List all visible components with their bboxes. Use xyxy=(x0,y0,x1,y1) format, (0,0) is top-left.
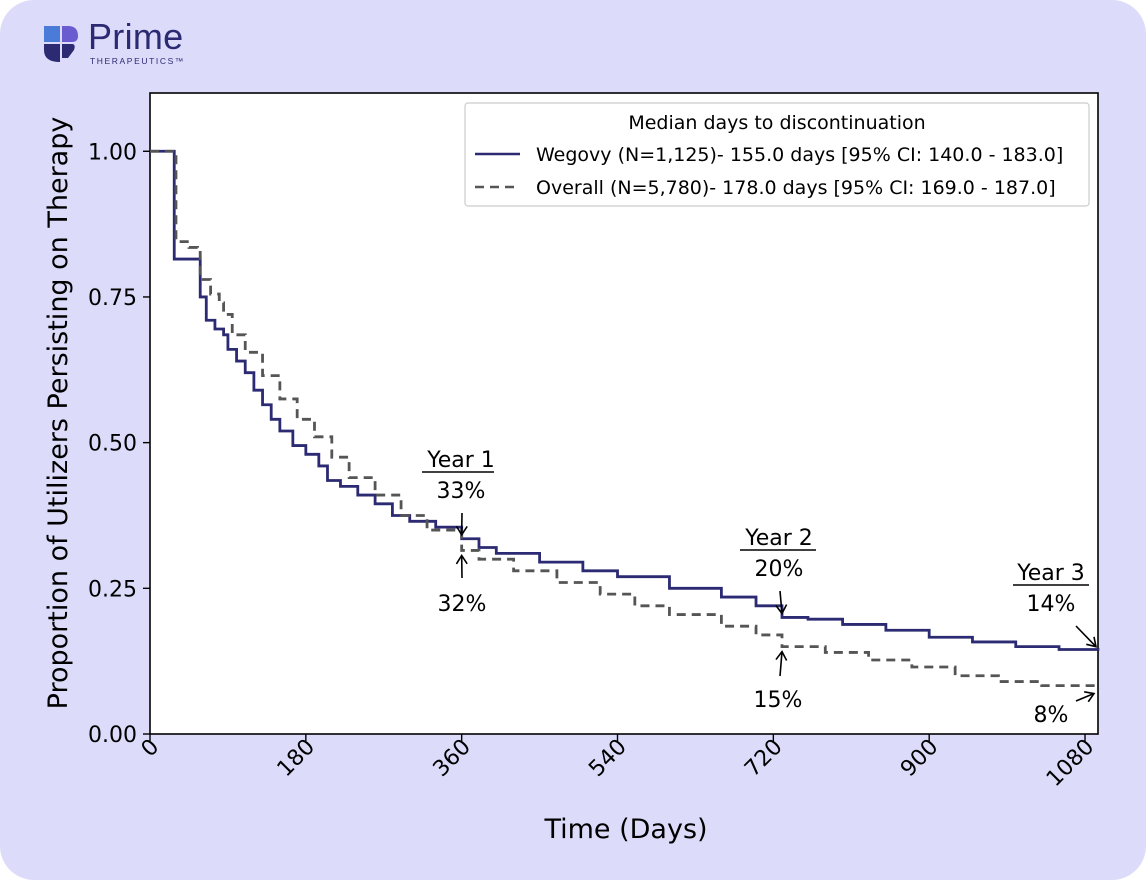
legend-box xyxy=(464,102,1090,207)
y-tick-label: 0.00 xyxy=(88,723,137,748)
y-tick-label: 1.00 xyxy=(88,140,137,165)
y-tick-label: 0.75 xyxy=(88,286,137,311)
x-tick-label: 0 xyxy=(137,735,165,763)
brand-name: Prime xyxy=(88,16,184,57)
legend-label-wegovy: Wegovy (N=1,125)- 155.0 days [95% CI: 14… xyxy=(536,144,1063,166)
annotation-lower-arrow xyxy=(1075,691,1096,703)
legend-title: Median days to discontinuation xyxy=(628,112,925,134)
annotation-layer: Year 1 33% 32% Year 2 20% 15% Year 3 14% 8% xyxy=(422,448,1098,728)
annotation-heading: Year 2 xyxy=(744,526,813,551)
legend-label-overall: Overall (N=5,780)- 178.0 days [95% CI: 1… xyxy=(536,177,1056,199)
annotation-lower-arrow xyxy=(775,650,788,677)
annotation-lower-value: 8% xyxy=(1034,703,1069,728)
annotation-value: 14% xyxy=(1027,592,1076,617)
legend: Median days to discontinuation Wegovy (N… xyxy=(464,102,1090,207)
x-axis-label: Time (Days) xyxy=(543,814,707,845)
annotation-arrow xyxy=(775,590,788,615)
annotation-arrow xyxy=(455,512,468,537)
series-layer xyxy=(150,149,1100,689)
y-axis: 0.00 0.25 0.50 0.75 1.00 xyxy=(88,140,150,748)
series-line-overall xyxy=(150,149,1100,689)
x-tick-label: 1080 xyxy=(1042,735,1099,792)
annotation-heading: Year 3 xyxy=(1016,561,1085,586)
x-tick-label: 900 xyxy=(896,735,943,782)
y-tick-label: 0.25 xyxy=(88,577,137,602)
prime-logo: Prime THERAPEUTICS™ xyxy=(42,16,212,74)
annotation-lower-value: 32% xyxy=(438,592,487,617)
annotation-value: 33% xyxy=(437,479,486,504)
x-tick-label: 360 xyxy=(429,735,476,782)
prime-logo-icon xyxy=(44,26,78,62)
x-axis: 0 180 360 540 720 900 1080 xyxy=(137,734,1099,792)
annotation-arrow xyxy=(1075,625,1098,648)
series-line-wegovy xyxy=(150,149,1100,651)
annotation-lower-value: 15% xyxy=(754,688,803,713)
annotation-heading: Year 1 xyxy=(426,448,495,473)
brand-subtitle: THERAPEUTICS™ xyxy=(90,56,185,66)
x-tick-label: 540 xyxy=(584,735,631,782)
annotation-value: 20% xyxy=(755,557,804,582)
y-axis-label: Proportion of Utilizers Persisting on Th… xyxy=(43,117,74,710)
x-tick-label: 180 xyxy=(273,735,320,782)
annotation-lower-arrow xyxy=(455,553,468,579)
y-tick-label: 0.50 xyxy=(88,432,137,457)
x-tick-label: 720 xyxy=(740,735,787,782)
